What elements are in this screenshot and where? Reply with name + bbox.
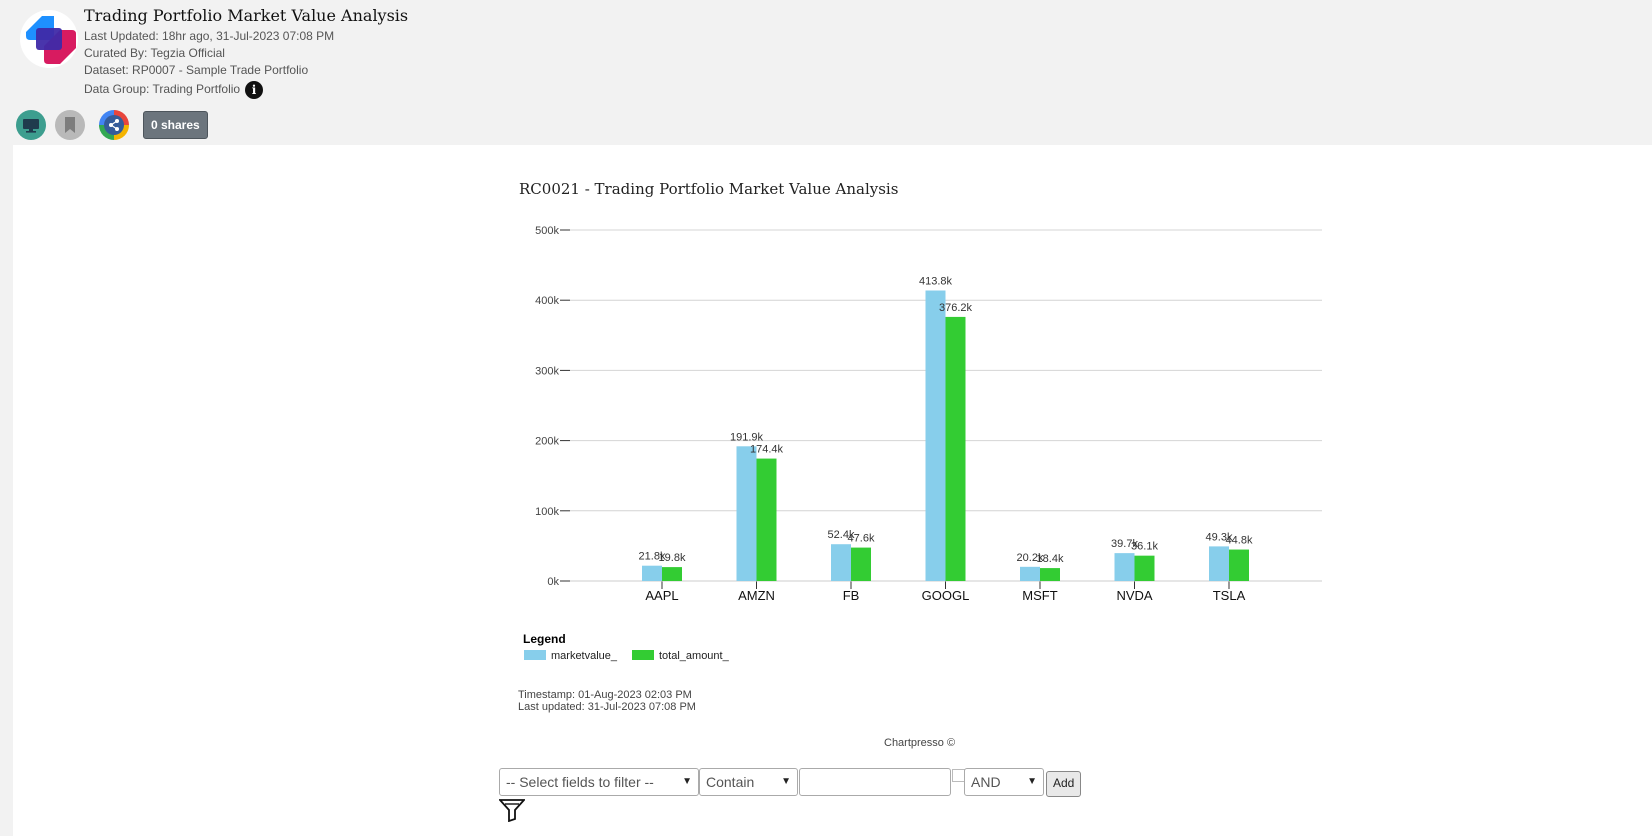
timestamp-text: Timestamp: 01-Aug-2023 02:03 PM [518, 689, 692, 701]
chart-panel [13, 145, 1652, 836]
chevron-down-icon: ▼ [682, 776, 692, 787]
add-filter-button[interactable]: Add [1046, 771, 1082, 797]
bar-marketvalue-msft[interactable] [1020, 566, 1040, 581]
legend-label-marketvalue: marketvalue_ [551, 650, 618, 662]
chevron-down-icon: ▼ [1027, 776, 1037, 787]
filter-operator-select[interactable]: Contain ▼ [699, 768, 798, 796]
data-label: 19.8k [659, 552, 686, 564]
y-tick-label: 400k [535, 295, 559, 307]
legend-item-marketvalue: marketvalue_ [524, 650, 617, 662]
report-header: Trading Portfolio Market Value Analysis … [0, 0, 1652, 145]
bar-totalamount-fb[interactable] [851, 547, 871, 581]
bar-totalamount-amzn[interactable] [756, 458, 777, 581]
y-tick-label: 0k [547, 576, 559, 588]
app-logo-icon [20, 10, 78, 68]
share-icon [109, 119, 119, 131]
filter-value-input[interactable] [799, 768, 951, 796]
last-updated-text: Last Updated: 18hr ago, 31-Jul-2023 07:0… [84, 29, 335, 43]
chart-bars [642, 290, 1249, 581]
x-tick-label: GOOGL [922, 588, 970, 603]
y-tick-label: 500k [535, 225, 559, 237]
x-tick-label: AAPL [645, 588, 678, 603]
legend-title: Legend [523, 632, 566, 646]
monitor-icon [23, 119, 39, 133]
bar-marketvalue-amzn[interactable] [736, 446, 757, 581]
data-label: 174.4k [750, 444, 784, 456]
bar-marketvalue-googl[interactable] [925, 290, 946, 581]
data-label: 413.8k [919, 276, 953, 288]
chevron-down-icon: ▼ [781, 776, 791, 787]
filter-operator-select-value: Contain [706, 774, 755, 790]
data-label: 52.4k [828, 529, 855, 541]
bar-marketvalue-aapl[interactable] [642, 565, 662, 581]
data-label: 18.4k [1037, 553, 1064, 565]
x-tick-label: NVDA [1116, 588, 1152, 603]
data-label: 49.3k [1206, 531, 1233, 543]
chart-last-updated-text: Last updated: 31-Jul-2023 07:08 PM [518, 701, 696, 713]
data-label: 39.7k [1111, 538, 1138, 550]
bar-marketvalue-fb[interactable] [831, 544, 851, 581]
bar-totalamount-msft[interactable] [1040, 568, 1060, 581]
data-label: 376.2k [939, 302, 973, 314]
chart-title: RC0021 - Trading Portfolio Market Value … [519, 180, 899, 198]
share-button-inner [104, 115, 124, 135]
filter-field-select[interactable]: -- Select fields to filter -- ▼ [499, 768, 699, 796]
legend-item-total-amount: total_amount_ [632, 650, 729, 662]
chart-axes: 0k 100k 200k 300k 400k 500k AAPL AMZN FB GOOGL MSF… [535, 225, 1322, 603]
bar-totalamount-nvda[interactable] [1134, 555, 1155, 581]
legend-label-total-amount: total_amount_ [659, 650, 729, 662]
x-tick-label: FB [843, 588, 860, 603]
bar-marketvalue-tsla[interactable] [1209, 546, 1229, 581]
data-label: 191.9k [730, 431, 764, 443]
data-label: 36.1k [1131, 541, 1158, 553]
chart-credit: Chartpresso © [884, 737, 956, 749]
filter-logic-select-value: AND [971, 774, 1001, 790]
bar-totalamount-googl[interactable] [945, 316, 966, 581]
bookmark-button[interactable] [55, 110, 85, 140]
info-icon[interactable]: i [245, 81, 263, 99]
filter-field-select-value: -- Select fields to filter -- [506, 774, 654, 790]
y-tick-label: 100k [535, 506, 559, 518]
x-tick-label: MSFT [1022, 588, 1057, 603]
bar-marketvalue-nvda[interactable] [1114, 553, 1135, 581]
report-title: Trading Portfolio Market Value Analysis [84, 6, 409, 25]
data-label: 44.8k [1226, 535, 1253, 547]
x-tick-label: AMZN [738, 588, 775, 603]
data-group-text: Data Group: Trading Portfolio [84, 82, 241, 96]
monitor-button[interactable] [16, 110, 46, 140]
bar-totalamount-tsla[interactable] [1229, 549, 1249, 581]
data-label: 21.8k [639, 551, 666, 563]
y-tick-label: 300k [535, 365, 559, 377]
x-tick-label: TSLA [1213, 588, 1246, 603]
legend-swatch-marketvalue [524, 650, 546, 660]
filter-icon[interactable] [499, 798, 525, 822]
legend-swatch-total-amount [632, 650, 654, 660]
data-label: 20.2k [1017, 552, 1044, 564]
filter-logic-select[interactable]: AND ▼ [964, 768, 1044, 796]
curated-by-text: Curated By: Tegzia Official [84, 46, 225, 60]
data-label: 47.6k [848, 533, 875, 545]
dataset-text: Dataset: RP0007 - Sample Trade Portfolio [84, 63, 309, 77]
y-tick-label: 200k [535, 436, 559, 448]
bookmark-icon [65, 117, 75, 133]
shares-count-badge[interactable]: 0 shares [143, 111, 208, 139]
share-button[interactable] [99, 110, 129, 140]
bar-totalamount-aapl[interactable] [662, 567, 682, 581]
